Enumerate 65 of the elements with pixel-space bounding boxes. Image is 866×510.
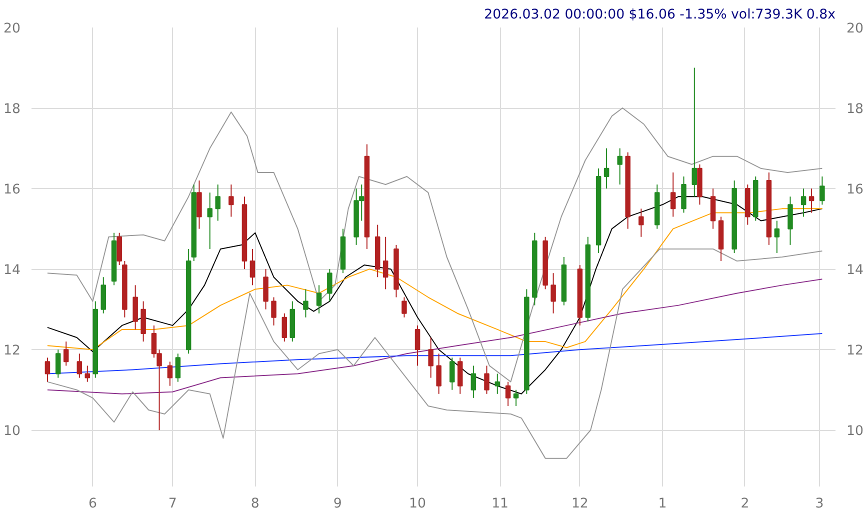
candlestick [800,188,806,218]
candlestick [505,381,511,406]
x-tick-label: 1 [658,496,667,510]
x-tick-label: 7 [168,496,177,510]
candlestick [303,288,308,318]
candlestick [513,389,519,406]
candlestick [55,349,61,378]
x-tick-label: 2 [740,496,750,510]
candlestick [327,268,332,302]
y-tick-label: 16 [4,182,21,198]
chart-title: 2026.03.02 00:00:00 $16.06 -1.35% vol:739.3K 0.8x [484,8,836,22]
candlestick [282,312,288,342]
candlestick [604,148,610,190]
candlestick [250,248,256,286]
candlestick [617,148,622,186]
y2-tick-label: 10 [846,424,864,440]
line-series [46,248,823,459]
candlestick [84,365,90,382]
candlestick [414,324,420,366]
y-tick-label: 18 [4,102,21,118]
candlestick [550,272,556,314]
candlestick [316,284,322,314]
x-tick-label: 12 [571,496,588,510]
candlestick [808,188,814,214]
x-tick-label: 6 [88,496,97,510]
x-tick-label: 3 [815,496,824,510]
candlestick [820,176,825,206]
candlestick [207,192,212,250]
candlestick [436,353,442,394]
candlestick [484,365,490,394]
candlestick [382,236,388,290]
y-tick-label: 10 [4,424,21,440]
y2-tick-label: 16 [846,182,864,198]
x-tick-label: 10 [409,496,426,510]
line-series [46,278,823,394]
line-series [46,108,823,382]
candlestick [494,373,500,394]
x-tick-label: 8 [250,496,260,510]
candlestick [167,361,173,386]
y2-tick-label: 14 [846,263,864,278]
x-tick-label: 11 [492,496,509,510]
candlestick [44,357,50,382]
candlestick [215,184,220,222]
candlestick [670,172,676,218]
candlestick [76,353,82,378]
candlestick [692,67,698,198]
x-tick-label: 9 [333,496,342,510]
line-series [46,208,823,350]
y-tick-label: 14 [4,263,21,278]
y-tick-label: 12 [4,344,21,359]
candlestick [638,208,644,238]
candlestick [175,353,181,382]
candlestick [271,296,276,326]
y2-tick-label: 20 [846,22,864,36]
candlestick [450,357,455,390]
line-series [46,196,823,394]
y2-tick-label: 18 [846,102,864,118]
y-tick-label: 20 [4,22,21,36]
candlestick [470,365,476,398]
y2-tick-label: 12 [846,344,864,359]
candlestick [228,184,234,218]
candlestick [774,220,780,254]
candlestick [402,296,407,318]
candlestick [63,341,69,366]
candlestick [428,337,434,378]
